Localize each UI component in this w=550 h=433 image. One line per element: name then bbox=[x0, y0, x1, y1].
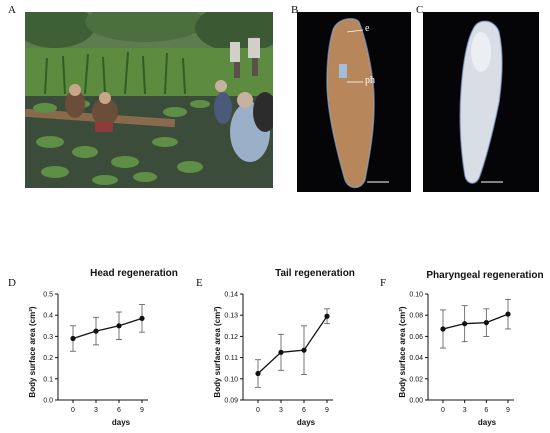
x-tick-label: 3 bbox=[279, 407, 283, 414]
y-tick-label: 0.08 bbox=[409, 313, 423, 320]
x-axis-label: days bbox=[112, 418, 131, 427]
x-tick-label: 9 bbox=[140, 407, 144, 414]
data-point bbox=[278, 349, 284, 355]
panel-label-c: C bbox=[416, 4, 424, 16]
y-tick-label: 0.1 bbox=[43, 376, 53, 383]
series-line bbox=[72, 317, 143, 340]
tail-regeneration-chart: Body surface area (cm²) days 0.09 0.10 0.1… bbox=[213, 292, 333, 427]
panel-label-e: E bbox=[196, 277, 203, 289]
y-tick-label: 0.0 bbox=[43, 398, 53, 405]
y-axis-label: Body surface area (cm²) bbox=[398, 306, 407, 397]
x-tick-label: 9 bbox=[506, 407, 510, 414]
data-point bbox=[139, 315, 145, 321]
y-tick-label: 0.04 bbox=[409, 355, 423, 362]
data-point bbox=[505, 311, 511, 317]
panel-label-f: F bbox=[380, 277, 387, 289]
field-collection-photo bbox=[25, 12, 273, 188]
data-point bbox=[440, 326, 446, 332]
x-tick-label: 3 bbox=[463, 407, 467, 414]
y-tick-label: 0.14 bbox=[224, 292, 238, 299]
y-tick-label: 0.11 bbox=[225, 355, 238, 362]
y-tick-label: 0.4 bbox=[43, 313, 53, 320]
x-tick-label: 0 bbox=[71, 407, 75, 414]
chart-title-tail: Tail regeneration bbox=[275, 268, 355, 279]
y-tick-label: 0.12 bbox=[224, 334, 238, 341]
planarian-intact-illustration bbox=[297, 12, 411, 192]
y-tick-label: 0.10 bbox=[224, 376, 238, 383]
y-tick-label: 0.10 bbox=[409, 292, 423, 299]
data-point bbox=[93, 328, 99, 334]
planarian-regenerated-illustration bbox=[423, 12, 539, 192]
y-tick-label: 0.13 bbox=[224, 313, 238, 320]
data-point bbox=[301, 347, 307, 353]
data-point bbox=[483, 320, 489, 326]
data-point bbox=[462, 321, 468, 327]
series-line bbox=[442, 313, 509, 330]
head-regeneration-chart: Body surface area (cm²) days 0.0 0.1 0.2 0.… bbox=[28, 292, 148, 427]
data-point bbox=[116, 323, 122, 329]
y-tick-label: 0.5 bbox=[43, 292, 53, 299]
y-tick-label: 0.06 bbox=[409, 334, 423, 341]
panel-label-a: A bbox=[8, 4, 16, 16]
y-axis-label: Body surface area (cm²) bbox=[28, 306, 37, 397]
data-point bbox=[70, 335, 76, 342]
y-tick-label: 0.2 bbox=[43, 355, 53, 362]
data-point bbox=[324, 313, 330, 319]
x-tick-label: 0 bbox=[256, 407, 260, 414]
series-line bbox=[257, 315, 328, 374]
y-tick-label: 0.09 bbox=[224, 398, 238, 405]
pharynx-annotation: ph bbox=[365, 75, 375, 86]
x-tick-label: 3 bbox=[94, 407, 98, 414]
x-tick-label: 0 bbox=[441, 407, 445, 414]
panel-label-b: B bbox=[291, 4, 299, 16]
y-tick-label: 0.02 bbox=[409, 376, 423, 383]
y-tick-label: 0.00 bbox=[409, 398, 423, 405]
planarian-photo-regenerated bbox=[423, 12, 539, 192]
data-point bbox=[255, 370, 261, 377]
panel-label-d: D bbox=[8, 277, 16, 289]
pharyngeal-regeneration-chart: Body surface area (cm²) days 0.00 0.02 0.0… bbox=[398, 292, 514, 427]
eye-annotation: e bbox=[365, 23, 370, 34]
x-tick-label: 6 bbox=[117, 407, 121, 414]
planarian-photo-intact: e ph bbox=[297, 12, 411, 192]
x-tick-label: 9 bbox=[325, 407, 329, 414]
x-tick-label: 6 bbox=[302, 407, 306, 414]
x-axis-label: days bbox=[297, 418, 316, 427]
chart-title-pharyngeal: Pharyngeal regeneration bbox=[426, 270, 544, 281]
chart-title-head: Head regeneration bbox=[90, 268, 178, 279]
x-tick-label: 6 bbox=[484, 407, 488, 414]
y-tick-label: 0.3 bbox=[43, 334, 53, 341]
field-photo-illustration bbox=[25, 12, 273, 188]
x-axis-label: days bbox=[478, 418, 497, 427]
y-axis-label: Body surface area (cm²) bbox=[213, 306, 222, 397]
